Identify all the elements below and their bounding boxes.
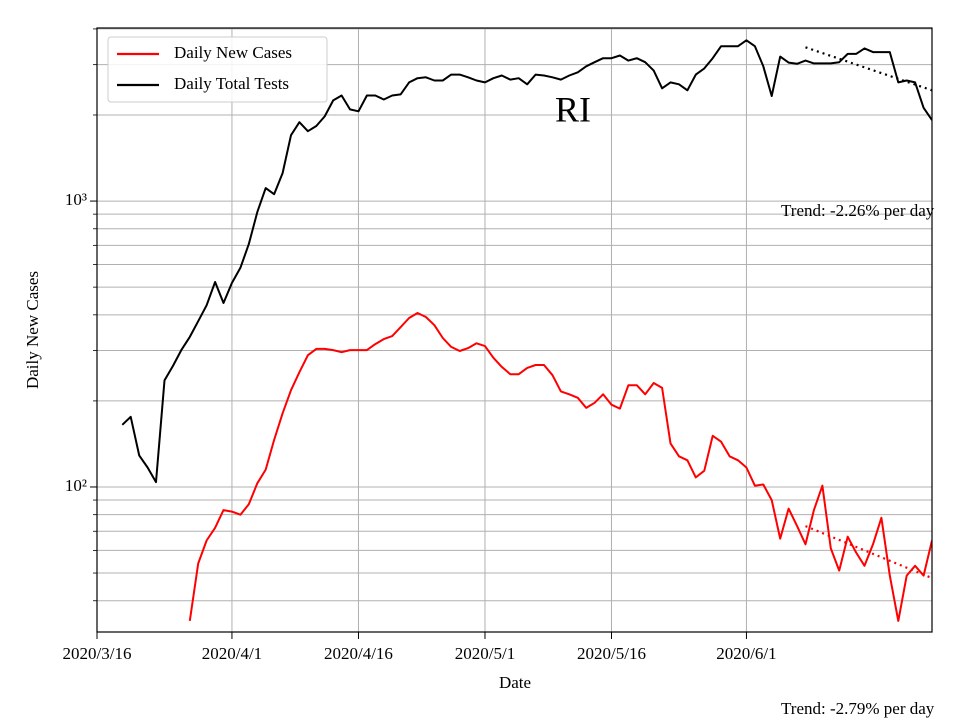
x-axis-label: Date — [499, 673, 531, 692]
series-line — [188, 312, 932, 622]
chart-title: RI — [555, 89, 591, 129]
x-tick-label: 2020/4/1 — [202, 644, 262, 663]
y-tick-label: 10² — [65, 476, 87, 495]
trend-line — [805, 46, 932, 92]
x-tick-label: 2020/3/16 — [63, 644, 132, 663]
x-tick-label: 2020/4/16 — [324, 644, 393, 663]
legend: Daily New Cases Daily Total Tests — [107, 36, 328, 103]
x-tick-label: 2020/6/1 — [716, 644, 776, 663]
legend-label: Daily Total Tests — [174, 74, 289, 93]
x-tick-label: 2020/5/16 — [577, 644, 646, 663]
series-line — [121, 39, 932, 484]
grid — [90, 28, 932, 639]
trend-line — [805, 525, 932, 580]
y-axis-label: Daily New Cases — [23, 271, 42, 389]
y-tick-label: 10³ — [65, 190, 87, 209]
trend-annotation: Trend: -2.79% per day — [781, 699, 935, 718]
trend-annotation: Trend: -2.26% per day — [781, 201, 935, 220]
plot-frame — [96, 27, 933, 633]
plot-area — [121, 39, 932, 622]
legend-box — [107, 36, 328, 103]
x-tick-label: 2020/5/1 — [455, 644, 515, 663]
legend-label: Daily New Cases — [174, 43, 292, 62]
